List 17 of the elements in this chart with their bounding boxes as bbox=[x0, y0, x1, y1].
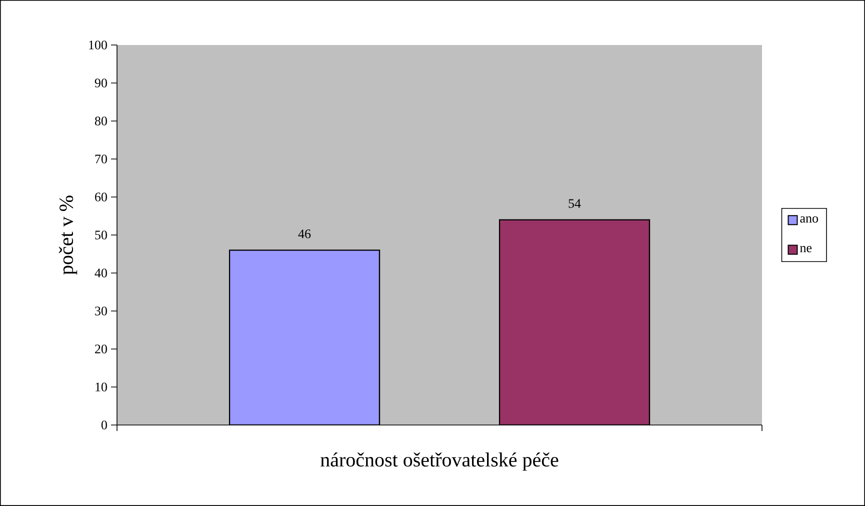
y-tick-label: 50 bbox=[95, 230, 107, 240]
y-tick-label: 10 bbox=[96, 382, 107, 392]
y-tick-label: 100 bbox=[89, 40, 107, 50]
data-label: 54 bbox=[568, 199, 581, 208]
legend-label: ne bbox=[800, 246, 812, 252]
y-tick-label: 70 bbox=[95, 154, 107, 164]
y-tick-label: 20 bbox=[95, 344, 107, 354]
data-label: 46 bbox=[298, 230, 311, 238]
y-axis-title: počet v % bbox=[58, 196, 78, 275]
y-tick-label: 40 bbox=[94, 268, 107, 278]
y-tick-label: 80 bbox=[94, 116, 107, 126]
x-axis-title: náročnost ošetřovatelské péče bbox=[320, 452, 558, 471]
y-tick-label: 0 bbox=[101, 420, 107, 430]
y-tick-label: 60 bbox=[95, 192, 107, 202]
legend-label: ano bbox=[800, 216, 818, 223]
y-tick-label: 90 bbox=[94, 78, 107, 88]
y-tick-label: 30 bbox=[95, 306, 107, 316]
